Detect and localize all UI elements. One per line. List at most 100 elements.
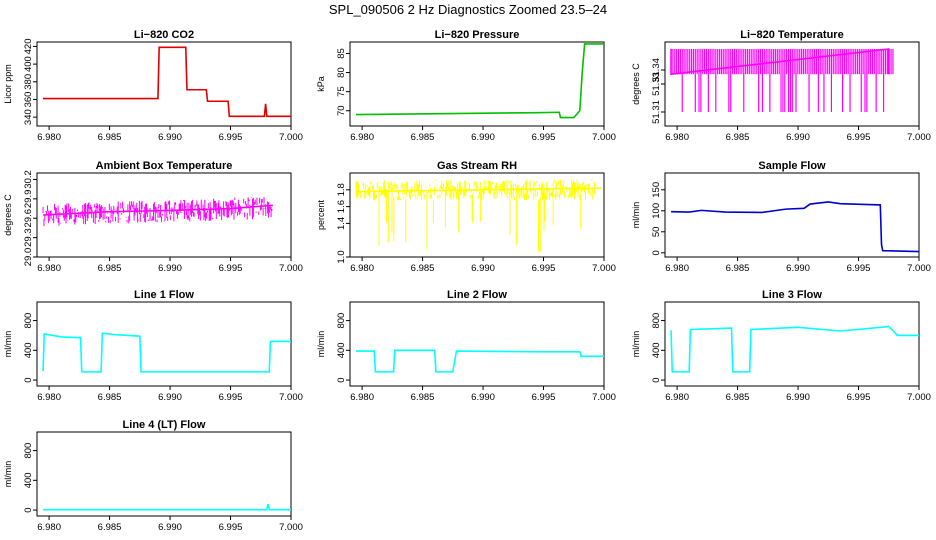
y-tick-label: 800 xyxy=(651,313,662,329)
chart-panel: Ambient Box Temperature 6.980 6.985 6.990 6.… xyxy=(3,160,303,274)
plot-frame xyxy=(36,41,292,127)
y-axis-label: ml/min xyxy=(631,331,641,358)
y-axis-label: ml/min xyxy=(3,331,13,358)
y-tick-label: 0 xyxy=(651,377,662,382)
panel-title: Li−820 CO2 xyxy=(134,29,194,41)
y-tick-label: 420 xyxy=(23,38,34,54)
y-tick-label: 360 xyxy=(23,92,34,108)
y-tick-label: 1.8 xyxy=(336,183,347,196)
x-tick-label: 6.980 xyxy=(350,132,374,143)
x-tick-label: 6.985 xyxy=(98,522,122,533)
x-tick-label: 6.995 xyxy=(219,132,243,143)
x-tick-label: 6.985 xyxy=(411,132,435,143)
x-tick-label: 6.980 xyxy=(665,263,689,274)
x-tick-label: 6.990 xyxy=(471,132,495,143)
series-line xyxy=(671,201,920,253)
x-tick-label: 6.980 xyxy=(665,132,689,143)
panel-title: Li−820 Pressure xyxy=(435,29,520,41)
series-line xyxy=(43,46,291,118)
y-tick-label: 30.2 xyxy=(23,170,34,189)
plot-frame xyxy=(664,172,920,258)
y-tick-label: 1.6 xyxy=(336,200,347,213)
y-axis-label: ml/min xyxy=(3,461,13,488)
y-axis-label: ml/min xyxy=(316,331,326,358)
y-tick-label: 0 xyxy=(23,507,34,512)
x-tick-label: 6.985 xyxy=(98,263,122,274)
x-tick-label: 6.995 xyxy=(532,392,556,403)
y-tick-label: 400 xyxy=(23,472,34,488)
x-tick-label: 6.990 xyxy=(786,392,810,403)
x-tick-label: 6.980 xyxy=(37,522,61,533)
y-tick-label: 0 xyxy=(336,377,347,382)
panel-title: Sample Flow xyxy=(758,160,826,172)
y-tick-label: 51.34 xyxy=(651,58,662,82)
plot-frame xyxy=(349,301,605,387)
y-tick-label: 0 xyxy=(651,250,662,255)
plot-frame xyxy=(36,172,292,258)
chart-panel: Line 3 Flow 6.980 6.985 6.990 6.995 7.000 0 400… xyxy=(631,289,931,403)
chart-panel: Li−820 Pressure 6.980 6.985 6.990 6.995 7.000… xyxy=(316,29,616,143)
x-tick-label: 6.990 xyxy=(158,392,182,403)
x-tick-label: 7.000 xyxy=(592,132,616,143)
series-line xyxy=(356,187,602,193)
x-tick-label: 6.990 xyxy=(471,392,495,403)
y-tick-label: 380 xyxy=(23,74,34,90)
x-tick-label: 6.995 xyxy=(532,263,556,274)
y-tick-label: 800 xyxy=(23,313,34,329)
plot-frame xyxy=(349,41,605,127)
y-tick-label: 1.0 xyxy=(336,250,347,263)
x-tick-label: 6.995 xyxy=(219,263,243,274)
x-tick-label: 6.990 xyxy=(158,132,182,143)
panel-title: Line 1 Flow xyxy=(134,289,194,301)
panel-title: Gas Stream RH xyxy=(437,160,517,172)
y-axis-label: ml/min xyxy=(631,202,641,229)
y-axis-label: Licor ppm xyxy=(3,64,13,104)
x-tick-label: 6.995 xyxy=(219,392,243,403)
y-tick-label: 75 xyxy=(336,86,347,97)
panel-title: Ambient Box Temperature xyxy=(96,160,233,172)
y-tick-label: 80 xyxy=(336,67,347,78)
y-tick-label: 0 xyxy=(23,377,34,382)
series-line xyxy=(670,48,890,76)
x-tick-label: 6.980 xyxy=(37,132,61,143)
series-line xyxy=(42,332,291,373)
chart-panel: Line 2 Flow 6.980 6.985 6.990 6.995 7.000 0 400… xyxy=(316,289,616,403)
y-tick-label: 400 xyxy=(651,342,662,358)
chart-panel: Sample Flow 6.980 6.985 6.990 6.995 7.000 0 50 1… xyxy=(631,160,931,274)
x-tick-label: 6.980 xyxy=(37,392,61,403)
x-tick-label: 6.995 xyxy=(219,522,243,533)
y-tick-label: 1.4 xyxy=(336,217,347,230)
chart-panel: Gas Stream RH 6.980 6.985 6.990 6.995 7.000 1.… xyxy=(316,160,616,274)
y-tick-label: 150 xyxy=(651,182,662,198)
y-axis-label: kPa xyxy=(316,76,326,92)
y-axis-label: degrees C xyxy=(3,194,13,236)
y-tick-label: 29.3 xyxy=(23,228,34,247)
chart-panel: Line 1 Flow 6.980 6.985 6.990 6.995 7.000 0 400… xyxy=(3,289,303,403)
chart-panel: Line 4 (LT) Flow 6.980 6.985 6.990 6.995 7.00… xyxy=(3,419,303,533)
x-tick-label: 7.000 xyxy=(279,132,303,143)
y-tick-label: 400 xyxy=(336,342,347,358)
x-tick-label: 6.990 xyxy=(471,263,495,274)
x-tick-label: 6.985 xyxy=(411,263,435,274)
chart-panel: Li−820 Temperature 6.980 6.985 6.990 6.995 7.… xyxy=(631,29,931,143)
x-tick-label: 6.980 xyxy=(37,263,61,274)
x-tick-label: 6.990 xyxy=(786,132,810,143)
y-axis-label: percent xyxy=(316,199,326,230)
x-tick-label: 7.000 xyxy=(279,522,303,533)
x-tick-label: 7.000 xyxy=(907,263,931,274)
x-tick-label: 6.985 xyxy=(726,132,750,143)
y-tick-label: 50 xyxy=(651,227,662,238)
x-tick-label: 7.000 xyxy=(592,263,616,274)
y-tick-label: 29.9 xyxy=(23,190,34,209)
y-tick-label: 51.31 xyxy=(651,100,662,124)
x-tick-label: 6.995 xyxy=(532,132,556,143)
panel-title: Li−820 Temperature xyxy=(740,29,843,41)
chart-panel: Li−820 CO2 6.980 6.985 6.990 6.995 7.000 34036… xyxy=(3,29,303,143)
y-tick-label: 85 xyxy=(336,48,347,59)
x-tick-label: 6.995 xyxy=(847,392,871,403)
x-tick-label: 6.990 xyxy=(158,522,182,533)
figure-title: SPL_090506 2 Hz Diagnostics Zoomed 23.5–… xyxy=(329,2,607,17)
x-tick-label: 7.000 xyxy=(907,132,931,143)
y-axis-label: degrees C xyxy=(631,63,641,105)
